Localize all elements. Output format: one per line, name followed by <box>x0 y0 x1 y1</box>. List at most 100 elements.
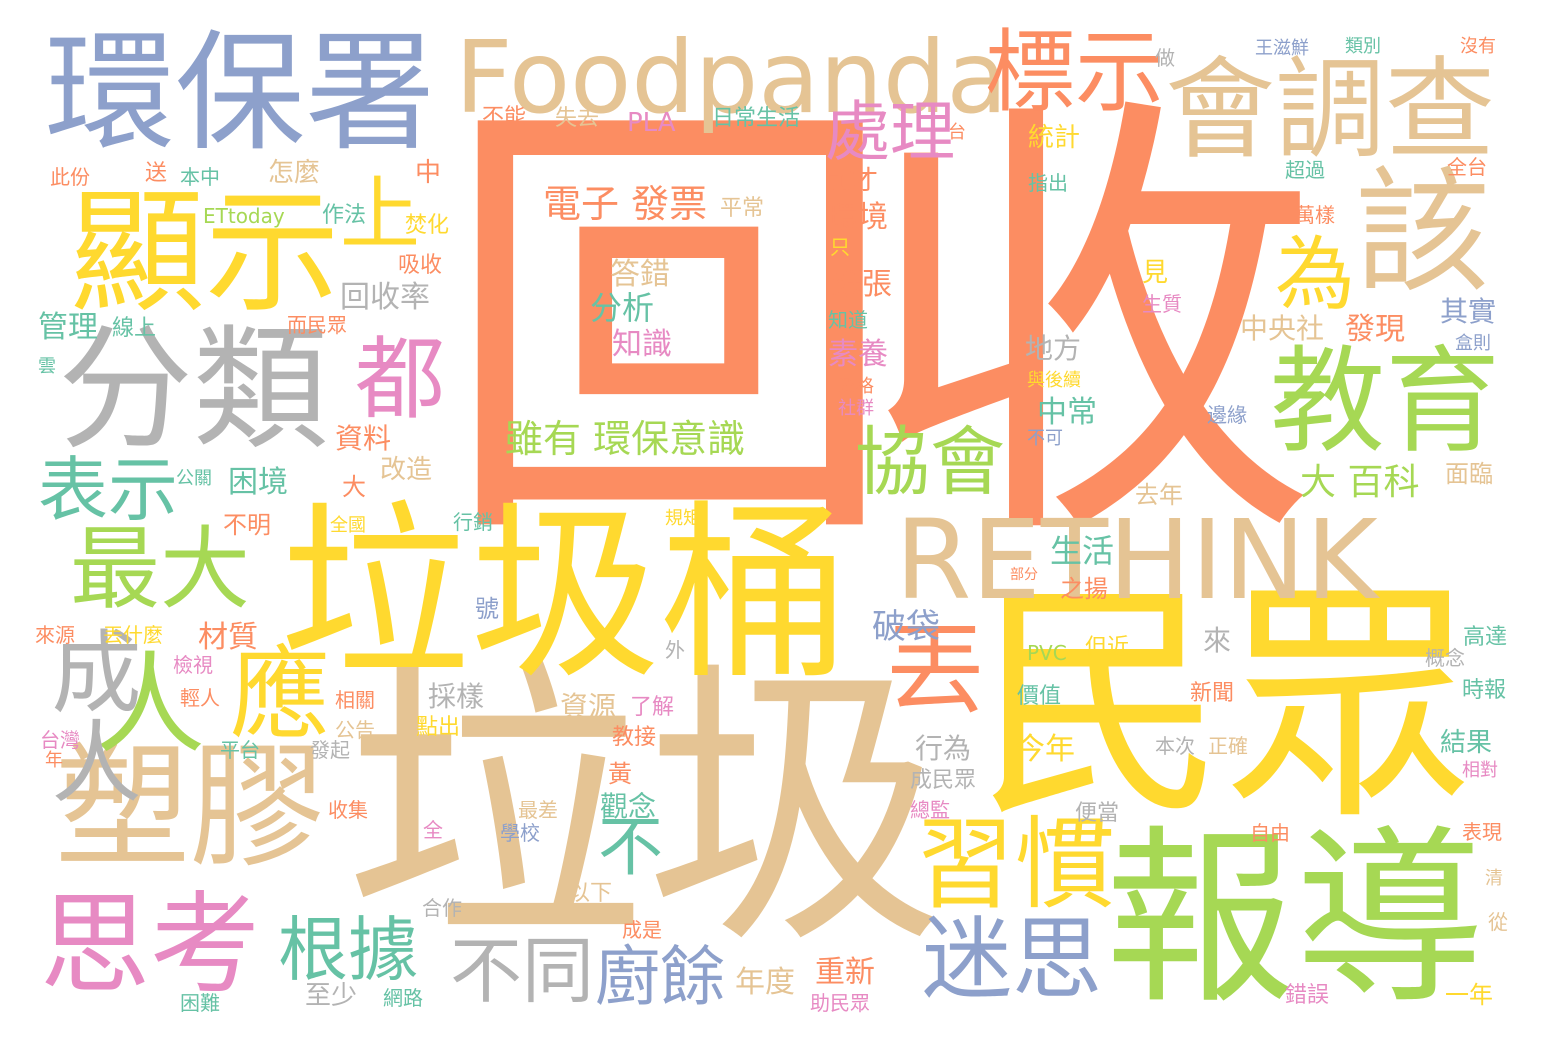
word-zenme: 怎麼 <box>268 158 321 188</box>
word-wai: 外 <box>665 638 685 662</box>
word-huidiaocha: 會調查 <box>1165 46 1495 174</box>
word-gongguan: 公關 <box>176 468 212 489</box>
word-biaoxian: 表現 <box>1462 820 1502 844</box>
word-wangzixian: 王滋鮮 <box>1255 38 1309 59</box>
word-jian: 見 <box>1142 258 1169 288</box>
word-fenlei: 分類 <box>58 311 328 468</box>
word-suyang: 素養 <box>828 337 888 372</box>
word-chengshi: 成是 <box>622 918 662 942</box>
word-chongxin: 重新 <box>815 955 875 990</box>
word-hao: 號 <box>475 595 499 623</box>
word-hezuo: 合作 <box>422 896 462 920</box>
word-heze: 盒則 <box>1455 333 1491 354</box>
word-erminzhong: 而民眾 <box>287 313 347 337</box>
word-baodao: 報導 <box>1105 809 1486 1030</box>
word-wanglu: 網路 <box>383 986 423 1010</box>
word-yun: 雲 <box>38 356 56 377</box>
word-quan: 全 <box>423 818 443 842</box>
word-xiehui: 協會 <box>855 418 1006 506</box>
word-bu: 不 <box>598 810 664 885</box>
word-zhuminzhong: 助民眾 <box>810 991 870 1015</box>
word-qishi: 其實 <box>1440 295 1497 328</box>
word-tongji: 統計 <box>1028 123 1081 153</box>
word-buming: 不明 <box>223 511 271 539</box>
word-danjin: 但近 <box>1085 635 1130 660</box>
word-song: 送 <box>145 161 168 186</box>
word-guanli: 管理 <box>38 310 98 345</box>
word-shequn: 社群 <box>838 398 874 419</box>
word-biaoshi: 標示 <box>985 20 1165 125</box>
word-zhizhang: 紙張 <box>832 267 892 302</box>
word-zuofa: 作法 <box>322 203 367 228</box>
word-richang: 日常生活 <box>712 106 801 131</box>
word-huang: 黃 <box>608 760 632 788</box>
word-suiyou: 雖有 環保意識 <box>505 417 746 461</box>
word-jianshi: 檢視 <box>173 653 213 677</box>
word-caiyang: 採樣 <box>428 680 485 713</box>
word-zhongyangshe: 中央社 <box>1240 312 1325 345</box>
word-wei: 為 <box>1275 228 1355 321</box>
word-biaoshi2: 表示 <box>38 449 178 531</box>
word-faqi: 發起 <box>310 738 350 762</box>
word-benzhong: 本中 <box>180 165 220 189</box>
word-zuo: 做 <box>1155 46 1175 70</box>
word-yuhouxu: 與後續 <box>1027 370 1081 391</box>
word-fenhua: 焚化 <box>405 213 450 238</box>
word-guiju: 規矩 <box>665 508 701 529</box>
word-quanguo: 全國 <box>330 515 366 536</box>
word-dianzi: 電子 發票 <box>543 182 708 226</box>
word-quantai: 全台 <box>1447 155 1487 179</box>
word-meiyou: 沒有 <box>1460 36 1496 57</box>
word-xianshang: 線上 <box>112 316 157 341</box>
word-buneng: 不能 <box>482 105 527 130</box>
word-bianyuan: 邊緣 <box>1207 403 1247 427</box>
word-jieguo: 結果 <box>1440 728 1493 758</box>
word-bufen: 部分 <box>1010 567 1038 583</box>
word-ettoday: ETtoday <box>203 204 285 228</box>
word-misi: 迷思 <box>922 907 1102 1012</box>
word-minzhong: 民眾 <box>975 559 1475 850</box>
word-yixia: 以下 <box>568 881 613 906</box>
word-zuida: 最大 <box>70 517 250 622</box>
word-shibao: 時報 <box>1462 678 1507 703</box>
word-gainian: 概念 <box>1425 646 1465 670</box>
word-xianshi: 顯示 <box>70 174 340 331</box>
word-shengzhi: 生質 <box>1142 292 1182 316</box>
word-laji: 垃圾 <box>345 635 945 984</box>
word-taiwan: 台灣 <box>40 728 80 752</box>
word-zhichu: 指出 <box>1028 171 1068 195</box>
word-guannian: 觀念 <box>600 790 657 823</box>
word-dacuo: 答錯 <box>610 257 670 292</box>
word-lajitong: 垃圾桶 <box>280 484 851 705</box>
word-pvc: PVC <box>1027 641 1067 665</box>
word-xingwei: 行為 <box>915 732 972 765</box>
word-zongjian: 總監 <box>910 798 950 822</box>
word-zhidao: 知道 <box>828 308 868 332</box>
word-shenghuo: 生活 <box>1050 532 1115 570</box>
word-laiyuan: 來源 <box>35 623 75 647</box>
word-huanjing: 環境 <box>828 200 888 235</box>
word-caizhi: 材質 <box>198 620 258 655</box>
word-podai: 破袋 <box>872 607 940 647</box>
word-difang: 地方 <box>1025 332 1082 365</box>
word-pingchang: 平常 <box>720 196 765 221</box>
word-zhishao: 至少 <box>305 981 358 1011</box>
word-rethink: RETHINK <box>895 496 1378 624</box>
word-gonggao: 公告 <box>335 718 375 742</box>
word-huishou: 回收 <box>440 62 1320 597</box>
word-xuexiao: 學校 <box>500 821 540 845</box>
word-jiaoyu: 教育 <box>1270 335 1501 469</box>
word-chaoguo: 超過 <box>1285 158 1325 182</box>
word-benci: 本次 <box>1155 734 1195 758</box>
word-pla: PLA <box>627 108 676 138</box>
word-foodpanda: Foodpanda <box>455 19 1008 136</box>
word-zuicha: 最差 <box>518 798 558 822</box>
word-jiaojie: 教接 <box>612 725 657 750</box>
word-zhong: 中 <box>415 158 442 188</box>
word-ziyuan: 資源 <box>560 690 617 723</box>
word-gai: 該 <box>1355 154 1490 311</box>
word-dianchu: 點出 <box>416 715 461 740</box>
word-ying: 應 <box>230 636 330 753</box>
word-fenxi: 分析 <box>590 289 655 327</box>
word-genju: 根據 <box>278 909 418 991</box>
